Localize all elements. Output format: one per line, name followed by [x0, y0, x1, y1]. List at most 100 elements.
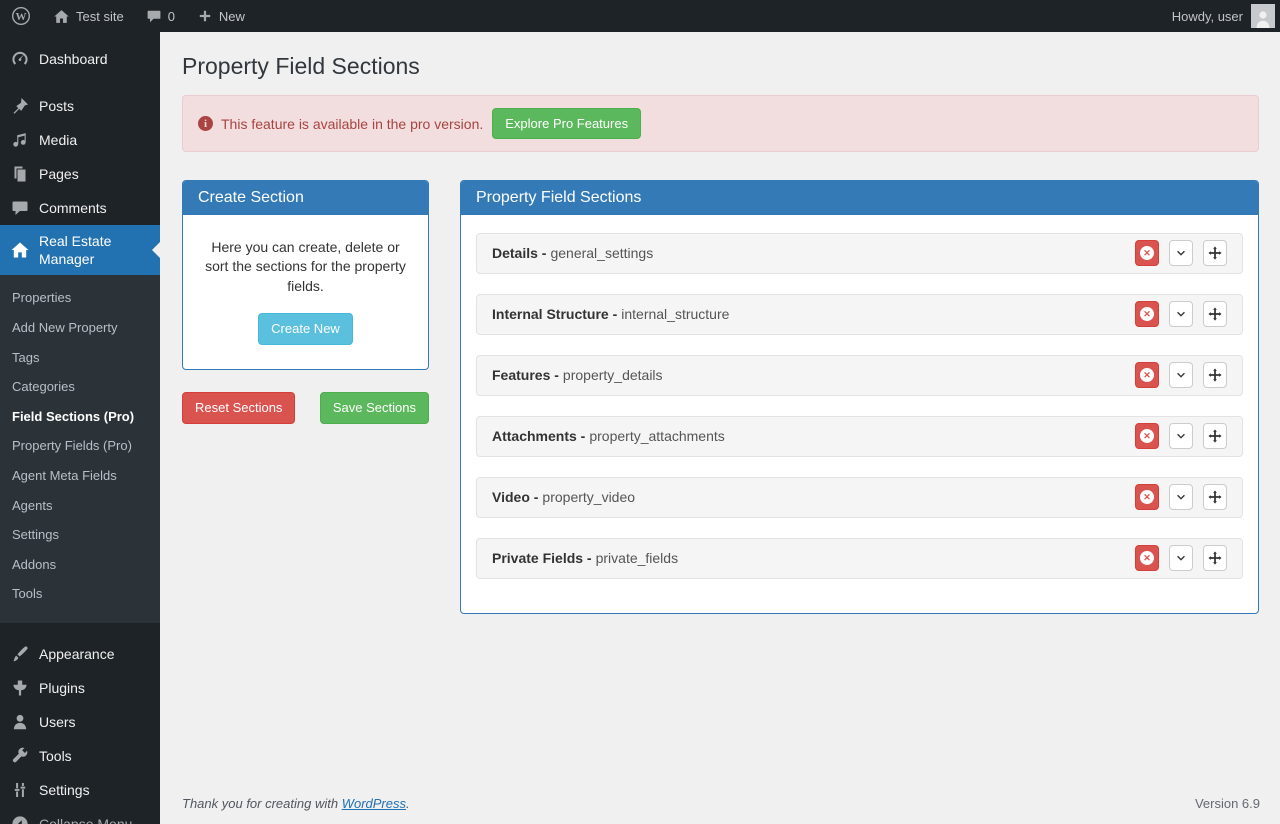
submenu-item-agent-meta-fields[interactable]: Agent Meta Fields: [12, 467, 117, 483]
pin-icon: [13, 98, 28, 114]
site-name-label: Test site: [76, 8, 124, 24]
create-section-description: Here you can create, delete or sort the …: [205, 238, 406, 294]
section-label: Video - property_video: [492, 489, 635, 505]
move-section-button[interactable]: [1203, 301, 1227, 328]
create-new-button[interactable]: Create New: [258, 313, 353, 346]
wordpress-menu[interactable]: W: [0, 0, 42, 32]
comment-count: 0: [167, 8, 175, 24]
new-content-menu[interactable]: New: [186, 0, 256, 32]
chevron-down-icon: [1177, 433, 1185, 439]
remove-section-button[interactable]: ✕: [1135, 545, 1159, 572]
sidebar-item-pages[interactable]: Pages: [0, 157, 160, 191]
footer-thanks-text: Thank you for creating with: [182, 796, 339, 811]
comments-indicator[interactable]: 0: [135, 0, 186, 32]
section-row-actions: ✕: [1135, 484, 1227, 511]
admin-bar-left: W Test site 0 New: [0, 0, 256, 32]
sidebar-item-dashboard[interactable]: Dashboard: [0, 42, 160, 76]
section-row-private-fields: Private Fields - private_fields ✕: [476, 537, 1243, 579]
submenu-item-tags[interactable]: Tags: [12, 349, 40, 365]
section-name: Features -: [492, 367, 559, 384]
reset-sections-button[interactable]: Reset Sections: [182, 392, 296, 424]
footer-thanks: Thank you for creating with WordPress.: [182, 796, 410, 811]
create-section-panel: Create Section Here you can create, dele…: [182, 180, 429, 371]
section-label: Attachments - property_attachments: [492, 428, 725, 444]
settings-icon: [14, 782, 26, 797]
sidebar-item-label: Real Estate Manager: [39, 233, 112, 268]
sidebar-item-comments[interactable]: Comments: [0, 191, 160, 225]
sidebar-item-plugins[interactable]: Plugins: [0, 671, 160, 705]
sidebar-item-tools[interactable]: Tools: [0, 739, 160, 773]
submenu-item-agents[interactable]: Agents: [12, 497, 53, 513]
section-slug: property_video: [542, 489, 636, 506]
remove-section-button[interactable]: ✕: [1135, 484, 1159, 511]
right-column: Property Field Sections Details - general…: [460, 180, 1259, 614]
move-section-button[interactable]: [1203, 362, 1227, 389]
remove-section-button[interactable]: ✕: [1135, 301, 1159, 328]
section-row-actions: ✕: [1135, 545, 1227, 572]
plugins-icon: [13, 680, 27, 696]
wordpress-link[interactable]: WordPress: [341, 796, 406, 811]
section-slug: property_details: [562, 367, 663, 384]
section-name: Attachments -: [492, 428, 586, 445]
sidebar-item-users[interactable]: Users: [0, 705, 160, 739]
move-icon: [1208, 490, 1222, 504]
sidebar-item-media[interactable]: Media: [0, 123, 160, 157]
footer-period: .: [406, 796, 410, 811]
sidebar-item-label: Settings: [39, 781, 90, 798]
expand-section-button[interactable]: [1169, 484, 1193, 511]
create-section-panel-body: Here you can create, delete or sort the …: [183, 215, 428, 369]
sidebar-item-posts[interactable]: Posts: [0, 89, 160, 123]
remove-icon: ✕: [1140, 368, 1154, 383]
move-section-button[interactable]: [1203, 545, 1227, 572]
section-row-actions: ✕: [1135, 423, 1227, 450]
sidebar-item-label: Dashboard: [39, 50, 108, 67]
columns: Create Section Here you can create, dele…: [182, 180, 1259, 614]
section-row-actions: ✕: [1135, 240, 1227, 267]
move-section-button[interactable]: [1203, 240, 1227, 267]
version-label: Version 6.9: [1194, 796, 1260, 811]
save-sections-button[interactable]: Save Sections: [319, 392, 429, 424]
section-row-actions: ✕: [1135, 362, 1227, 389]
chevron-down-icon: [1177, 250, 1185, 256]
section-name: Private Fields -: [492, 550, 592, 567]
left-column: Create Section Here you can create, dele…: [182, 180, 429, 424]
explore-pro-features-button[interactable]: Explore Pro Features: [492, 107, 642, 140]
sidebar-item-real-estate-manager[interactable]: Real Estate Manager: [0, 225, 160, 276]
submenu-item-add-new-property[interactable]: Add New Property: [12, 319, 118, 335]
expand-section-button[interactable]: [1169, 423, 1193, 450]
new-label: New: [218, 8, 245, 24]
site-name-link[interactable]: Test site: [42, 0, 135, 32]
submenu-item-categories[interactable]: Categories: [12, 379, 75, 395]
sidebar-item-settings[interactable]: Settings: [0, 773, 160, 807]
section-label: Private Fields - private_fields: [492, 550, 678, 566]
section-row-attachments: Attachments - property_attachments ✕: [476, 415, 1243, 457]
submenu-item-settings[interactable]: Settings: [12, 527, 59, 543]
submenu-item-tools[interactable]: Tools: [12, 586, 43, 602]
sidebar-item-appearance[interactable]: Appearance: [0, 637, 160, 671]
section-row-features: Features - property_details ✕: [476, 354, 1243, 396]
move-section-button[interactable]: [1203, 423, 1227, 450]
chevron-down-icon: [1177, 372, 1185, 378]
expand-section-button[interactable]: [1169, 362, 1193, 389]
remove-section-button[interactable]: ✕: [1135, 423, 1159, 450]
section-label: Features - property_details: [492, 367, 663, 383]
expand-section-button[interactable]: [1169, 240, 1193, 267]
property-field-sections-panel: Property Field Sections Details - general…: [460, 180, 1259, 614]
expand-section-button[interactable]: [1169, 301, 1193, 328]
expand-section-button[interactable]: [1169, 545, 1193, 572]
admin-sidebar: Dashboard Posts Media Pages: [0, 32, 160, 824]
submenu-item-field-sections[interactable]: Field Sections (Pro): [12, 408, 135, 424]
move-section-button[interactable]: [1203, 484, 1227, 511]
move-icon: [1208, 246, 1222, 260]
remove-section-button[interactable]: ✕: [1135, 362, 1159, 389]
chevron-down-icon: [1177, 311, 1185, 317]
submenu-item-properties[interactable]: Properties: [12, 290, 72, 306]
submenu-item-addons[interactable]: Addons: [12, 556, 57, 572]
remove-section-button[interactable]: ✕: [1135, 240, 1159, 267]
collapse-menu-button[interactable]: Collapse Menu: [0, 807, 160, 824]
remove-icon: ✕: [1140, 246, 1154, 261]
account-menu[interactable]: Howdy, user: [1172, 0, 1280, 32]
submenu-item-property-fields[interactable]: Property Fields (Pro): [12, 438, 132, 454]
section-slug: private_fields: [595, 550, 679, 567]
move-icon: [1208, 551, 1222, 565]
